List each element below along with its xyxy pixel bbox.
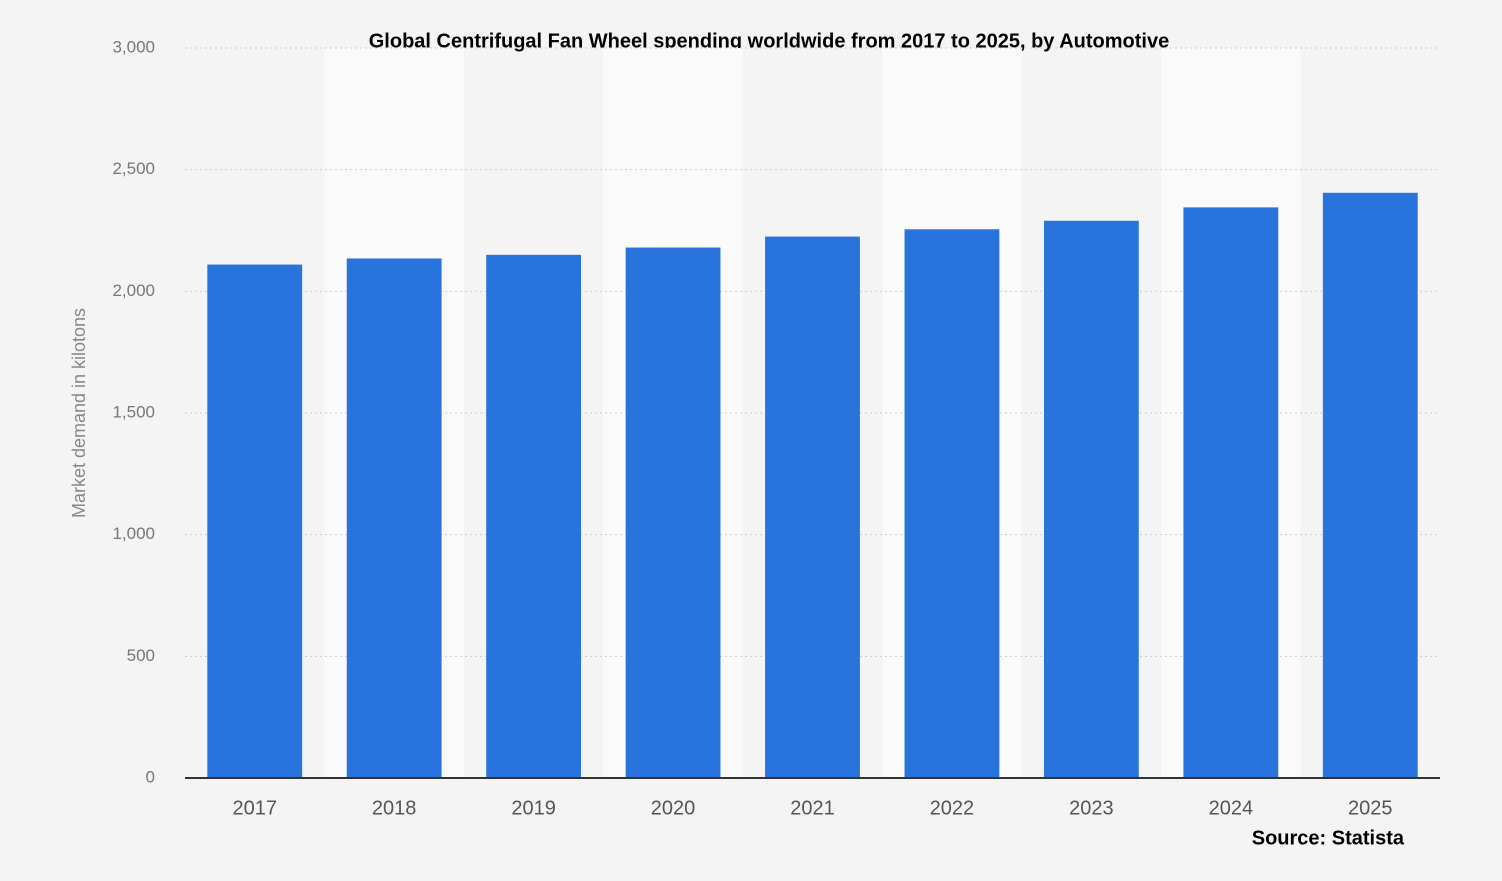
x-tick-label: 2020	[651, 797, 696, 819]
bar	[1183, 207, 1279, 779]
bar	[625, 247, 721, 779]
y-tick-label: 2,000	[112, 281, 155, 300]
x-tick-label: 2022	[930, 797, 975, 819]
bar	[346, 258, 442, 778]
x-tick-label: 2017	[232, 797, 277, 819]
chart-title: Global Centrifugal Fan Wheel spending wo…	[369, 30, 1170, 52]
x-tick-label: 2025	[1348, 797, 1393, 819]
bar	[486, 254, 582, 779]
bar	[1322, 192, 1418, 779]
y-tick-label: 1,000	[112, 524, 155, 543]
y-axis-label: Market demand in kilotons	[69, 308, 89, 518]
y-tick-label: 2,500	[112, 159, 155, 178]
y-tick-label: 0	[146, 767, 155, 786]
bar	[904, 229, 1000, 779]
bar	[1043, 220, 1139, 778]
bar	[207, 264, 303, 779]
y-tick-label: 500	[127, 646, 155, 665]
bar	[765, 236, 860, 779]
x-tick-label: 2024	[1209, 797, 1254, 819]
x-tick-label: 2018	[372, 797, 417, 819]
y-tick-label: 3,000	[112, 37, 155, 56]
x-tick-label: 2019	[511, 797, 556, 819]
y-tick-label: 1,500	[112, 402, 155, 421]
x-tick-label: 2021	[790, 797, 835, 819]
x-tick-label: 2023	[1069, 797, 1114, 819]
source: Source: Statista	[1252, 827, 1405, 849]
